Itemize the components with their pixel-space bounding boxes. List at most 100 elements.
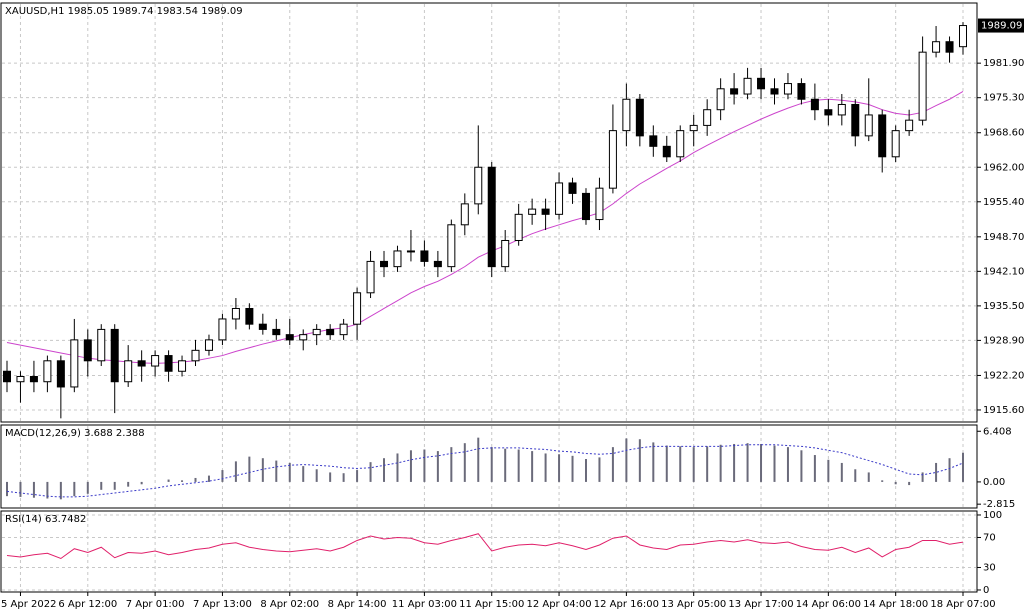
candle-body xyxy=(689,124,698,132)
candle-body xyxy=(258,323,267,330)
candle-body xyxy=(312,328,321,336)
y-tick-label: 70 xyxy=(983,532,996,543)
x-tick-label: 14 Apr 06:00 xyxy=(796,599,861,610)
macd-panel xyxy=(0,424,978,509)
main-panel xyxy=(0,2,978,423)
candle-body xyxy=(245,307,254,325)
candle-body xyxy=(393,250,402,268)
candle-body xyxy=(366,260,375,294)
candle-body xyxy=(837,103,846,116)
candle-body xyxy=(83,339,92,362)
candle-body xyxy=(797,83,806,100)
candle-body xyxy=(487,166,496,268)
x-tick-label: 7 Apr 01:00 xyxy=(126,599,185,610)
candle-body xyxy=(272,328,281,336)
x-tick-label: 12 Apr 04:00 xyxy=(526,599,591,610)
candle-body xyxy=(662,145,671,158)
candle-body xyxy=(905,119,914,132)
moving-average xyxy=(6,90,964,364)
candle-body xyxy=(581,192,590,221)
candle-body xyxy=(878,114,887,158)
y-tick-label: 1962.00 xyxy=(983,162,1024,173)
y-tick-label: 1935.50 xyxy=(983,301,1024,312)
candle-body xyxy=(231,307,240,320)
signal-line xyxy=(6,444,964,498)
candle-body xyxy=(824,109,833,116)
candle-body xyxy=(676,130,685,158)
candle-body xyxy=(339,323,348,336)
x-tick-label: 12 Apr 16:00 xyxy=(594,599,659,610)
candle-body xyxy=(595,187,604,221)
candle-body xyxy=(204,339,213,351)
candle-body xyxy=(474,166,483,205)
x-tick-label: 8 Apr 02:00 xyxy=(260,599,319,610)
candle-body xyxy=(743,77,752,95)
candle-body xyxy=(851,103,860,137)
candle-body xyxy=(70,339,79,388)
candle-body xyxy=(433,260,442,268)
x-tick-label: 18 Apr 07:00 xyxy=(930,599,995,610)
candle-body xyxy=(151,355,160,367)
x-tick-label: 13 Apr 17:00 xyxy=(728,599,793,610)
candle-body xyxy=(918,51,927,121)
candle-body xyxy=(757,77,766,90)
candle-body xyxy=(56,360,65,388)
y-tick-label: 100 xyxy=(983,510,1002,521)
candle-body xyxy=(649,135,658,147)
candle-body xyxy=(326,328,335,336)
candle-body xyxy=(810,98,819,111)
candle-body xyxy=(932,41,941,53)
candle-body xyxy=(164,355,173,372)
candle-body xyxy=(16,375,25,383)
candle-body xyxy=(137,360,146,367)
x-tick-label: 14 Apr 18:00 xyxy=(863,599,928,610)
candle-body xyxy=(891,130,900,158)
candle-body xyxy=(380,260,389,268)
candle-body xyxy=(608,130,617,189)
x-tick-label: 13 Apr 05:00 xyxy=(661,599,726,610)
candle-body xyxy=(568,182,577,194)
y-tick-label: 1968.60 xyxy=(983,128,1024,139)
candle-body xyxy=(501,239,510,268)
x-tick-label: 11 Apr 15:00 xyxy=(459,599,524,610)
candle-body xyxy=(703,109,712,126)
y-tick-label: 0.00 xyxy=(983,477,1005,488)
candle-body xyxy=(730,88,739,95)
candle-body xyxy=(945,41,954,53)
candle-body xyxy=(622,98,631,132)
panel-title: RSI(14) 63.7482 xyxy=(5,514,86,525)
candle-body xyxy=(178,360,187,372)
candle-body xyxy=(528,208,537,215)
panel-title: MACD(12,26,9) 3.688 2.388 xyxy=(5,428,145,439)
candle-body xyxy=(635,98,644,137)
candle-body xyxy=(29,375,38,383)
candle-body xyxy=(218,318,227,341)
candle-body xyxy=(716,88,725,111)
y-tick-label: 30 xyxy=(983,562,996,573)
y-tick-label: 1915.60 xyxy=(983,405,1024,416)
candle-body xyxy=(285,334,294,341)
candle-body xyxy=(97,328,106,362)
candle-body xyxy=(299,334,308,341)
y-tick-label: 1975.30 xyxy=(983,93,1024,104)
y-tick-label: 1955.40 xyxy=(983,197,1024,208)
rsi-line xyxy=(6,533,964,560)
rsi-panel xyxy=(0,510,978,593)
price-tag-label: 1989.09 xyxy=(981,21,1022,32)
candle-body xyxy=(43,360,52,383)
candle-body xyxy=(864,114,873,137)
y-tick-label: 0 xyxy=(983,585,989,596)
candle-body xyxy=(783,83,792,95)
candle-body xyxy=(191,349,200,362)
candle-body xyxy=(124,360,133,383)
candle-body xyxy=(420,250,429,262)
y-tick-label: 1928.90 xyxy=(983,335,1024,346)
x-tick-label: 5 Apr 2022 xyxy=(1,599,56,610)
x-tick-label: 11 Apr 03:00 xyxy=(392,599,457,610)
candle-body xyxy=(353,292,362,325)
y-tick-label: 1981.90 xyxy=(983,58,1024,69)
candle-body xyxy=(959,25,967,48)
panel-title: XAUUSD,H1 1985.05 1989.74 1983.54 1989.0… xyxy=(5,6,243,17)
candle-body xyxy=(541,208,550,215)
candle-body xyxy=(514,213,523,241)
